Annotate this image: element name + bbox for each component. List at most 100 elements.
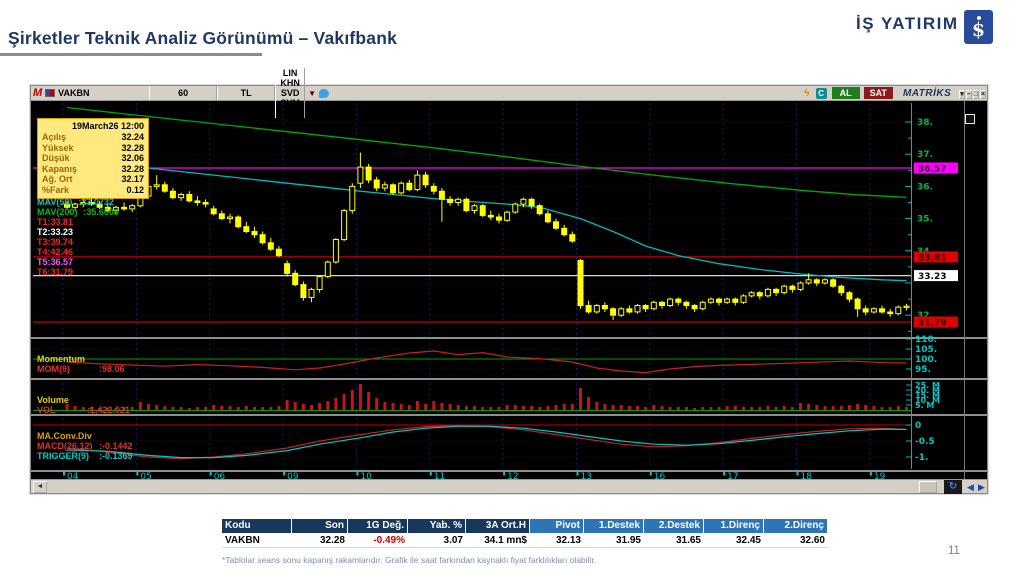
svg-text:15. M: 15. M [915, 391, 940, 400]
info-row: Kapanış 32.28 [42, 164, 144, 175]
table-cell: -0.49% [348, 533, 408, 548]
table-cell: 3.07 [408, 533, 466, 548]
table-header-cell: Kodu [222, 519, 292, 533]
c-tool-icon[interactable]: C [815, 87, 827, 99]
svg-text:11: 11 [434, 472, 445, 479]
trading-terminal-window: M VAKBN 60 TL LIN KHN SVD SYM TMP ▼ ϟ C AL S… [30, 68, 988, 494]
chevron-down-icon[interactable]: ▼ [308, 88, 317, 98]
table-cell: 34.1 mn$ [466, 533, 530, 548]
pane-separator [31, 337, 987, 339]
chart-scrollbar[interactable]: ◄ ↻ ◀ ▶ [31, 479, 987, 494]
terminal-toolbar: M VAKBN 60 TL LIN KHN SVD SYM TMP ▼ ϟ C AL S… [31, 68, 987, 118]
legend-label: T6:31.79 [37, 267, 74, 277]
svg-text:25. M: 25. M [915, 381, 940, 390]
legend-label: T5:36.57 [37, 257, 74, 267]
info-value: 32.24 [121, 132, 144, 142]
toolbar-button-lin[interactable]: LIN [275, 68, 306, 78]
svg-text:10: 10 [360, 472, 372, 479]
toolbar-button-svd[interactable]: SVD [275, 88, 306, 98]
price-chart-svg[interactable]: 38.37.36.35.34.32.36.5733.8133.2331.7911… [31, 101, 987, 482]
scrollbar-thumb[interactable] [919, 481, 937, 493]
svg-text:16: 16 [654, 472, 666, 479]
svg-text:19: 19 [874, 472, 886, 479]
toolbar-button-tmp[interactable]: TMP [275, 108, 306, 118]
toolbar-right-group: ϟ C AL SAT MATRİKS ▾ – □ × [801, 86, 987, 100]
page-forward-icon[interactable]: ▶ [978, 482, 985, 492]
table-cell: 31.65 [644, 533, 704, 548]
table-header-cell: 2.Destek [644, 519, 704, 533]
window-controls: ▾ – □ × [959, 88, 987, 99]
info-label: Kapanış [42, 163, 78, 174]
table-header-cell: 3A Ort.H [466, 519, 530, 533]
legend-line: T3:39.74 [37, 237, 119, 247]
close-button[interactable]: × [979, 89, 986, 99]
svg-text:33.81: 33.81 [918, 253, 946, 263]
price-axis: 38.37.36.35.34.32.36.5733.8133.2331.7911… [905, 103, 958, 469]
matriks-m-icon: M [33, 87, 43, 99]
legend-line: T1:33.81 [37, 217, 119, 227]
table-header-cell: Yab. % [408, 519, 466, 533]
refresh-icon[interactable]: ↻ [944, 480, 962, 494]
svg-text:20. M: 20. M [915, 386, 940, 395]
currency-selector[interactable]: TL [217, 86, 276, 100]
info-value: 0.12 [126, 184, 144, 195]
table-cell: 32.28 [292, 533, 348, 548]
title-underline [0, 53, 262, 56]
volume-label: VOL [37, 405, 56, 415]
pane-separator [31, 470, 987, 472]
twitter-bird-icon[interactable] [319, 88, 330, 98]
svg-text:17: 17 [727, 472, 738, 479]
info-label: Ağ. Ort [42, 174, 73, 184]
legend-value: :33.0732 [78, 197, 114, 207]
pane-separator [31, 414, 987, 416]
svg-text:10. M: 10. M [915, 396, 940, 405]
symbol-field[interactable]: VAKBN [58, 88, 90, 98]
legend-label: MAV(50) [37, 197, 73, 207]
company-logo: İŞ YATIRIM [856, 14, 959, 34]
table-header-cell: 1G Değ. [348, 519, 408, 533]
buy-button[interactable]: AL [831, 87, 860, 99]
logo-text: İŞ YATIRIM [856, 14, 959, 33]
info-row: Düşük 32.06 [42, 153, 144, 164]
volume-panel-title: Volume [37, 395, 69, 405]
legend-label: T4:42.46 [37, 247, 74, 257]
table-cell: 32.45 [704, 533, 764, 548]
momentum-panel-title: Momentum [37, 354, 85, 364]
chart-canvas[interactable]: 38.37.36.35.34.32.36.5733.8133.2331.7911… [31, 101, 987, 484]
momentum-pane [33, 350, 911, 374]
svg-text:09: 09 [287, 472, 299, 479]
svg-text:95.: 95. [915, 365, 931, 375]
info-value: 32.17 [121, 174, 144, 184]
maximize-button[interactable]: □ [972, 89, 979, 99]
info-box-timestamp: 19March26 12:00 [71, 121, 144, 131]
toolbar-button-sym[interactable]: SYM [275, 98, 306, 108]
page-title: Şirketler Teknik Analiz Görünümü – Vakıf… [8, 28, 398, 48]
volume-series-label: VOL:1,422,021 [37, 405, 130, 415]
minimize-button[interactable]: – [965, 89, 972, 99]
legend-label: T2:33.23 [37, 227, 74, 237]
page-back-icon[interactable]: ◀ [967, 482, 974, 492]
svg-text:-0.5: -0.5 [915, 437, 935, 447]
info-box-rows: Açılış 32.24 Yüksek 32.28 Düşük 32.06 Kapanış 3… [42, 132, 144, 195]
info-row: %Fark 0.12 [42, 185, 144, 196]
legend-line: MAV(200):35.6608 [37, 207, 119, 217]
window-restore-button[interactable] [965, 114, 975, 124]
toolbar-button-khn[interactable]: KHN [275, 78, 306, 88]
period-selector[interactable]: 60 [149, 86, 218, 100]
trigger-value: :-0.1369 [99, 451, 133, 461]
macd-label: MACD(26,12) [37, 441, 93, 451]
svg-text:38.: 38. [917, 118, 933, 128]
scroll-left-button[interactable]: ◄ [33, 481, 47, 493]
ohlc-info-box: 19March26 12:00 Açılış 32.24 Yüksek 32.28 Dü… [37, 118, 149, 199]
sell-button[interactable]: SAT [863, 87, 893, 99]
dropdown-button[interactable]: ▾ [959, 89, 965, 99]
toolbar-button-group: LIN KHN SVD SYM TMP [275, 68, 306, 118]
matriks-brand: MATRİKS [902, 87, 952, 99]
svg-text:-1.: -1. [915, 453, 928, 463]
momentum-label: MOM(9) [37, 364, 70, 374]
date-axis: 04 05 06 09 10 11 12 13 16 17 18 19 [63, 471, 886, 482]
lightning-icon[interactable]: ϟ [804, 87, 810, 99]
info-row: Açılış 32.24 [42, 132, 144, 143]
info-row: Ağ. Ort 32.17 [42, 174, 144, 185]
